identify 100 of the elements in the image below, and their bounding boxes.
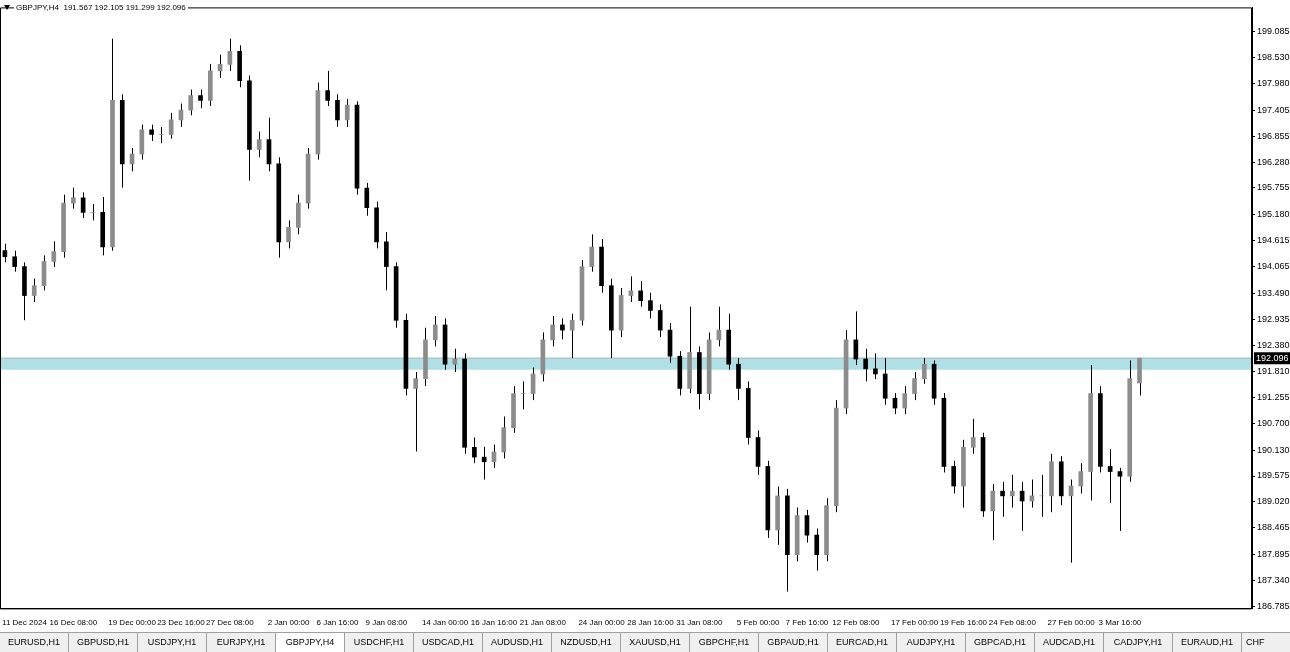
candlestick <box>550 315 555 347</box>
candlestick <box>364 182 370 217</box>
candlestick <box>432 315 438 347</box>
candlestick <box>902 385 908 415</box>
text: GBPCHF,H1 <box>690 633 759 652</box>
candlestick <box>168 112 174 140</box>
candlestick <box>31 278 37 303</box>
candlestick <box>873 352 878 380</box>
candlestick <box>256 131 262 158</box>
y-tick-label: 191.255 <box>1257 392 1290 403</box>
candlestick <box>188 89 194 116</box>
candlestick <box>912 371 917 401</box>
text: CHF <box>1245 636 1266 649</box>
candlestick <box>159 126 164 144</box>
candlestick <box>990 483 996 541</box>
x-tick-label: 31 Jan 08:00 <box>676 618 724 628</box>
text: CADJPY,H1 <box>1104 633 1173 652</box>
y-tick-label: 192.380 <box>1257 339 1290 350</box>
x-tick-label: 16 Jan 16:00 <box>470 618 518 628</box>
y-tick-label: 196.855 <box>1257 130 1290 141</box>
x-tick-label: 12 Feb 08:00 <box>832 618 880 628</box>
candlestick <box>1107 448 1113 504</box>
y-tick-label: 190.700 <box>1257 417 1290 428</box>
candlestick <box>1000 481 1005 518</box>
x-tick-label: 24 Feb 08:00 <box>988 618 1037 628</box>
text: EURCAD,H1 <box>828 633 897 652</box>
candlestick <box>325 70 330 107</box>
candlestick <box>90 203 96 221</box>
candlestick <box>1078 462 1084 495</box>
x-tick-label: 14 Jan 00:00 <box>421 618 469 628</box>
text: AUDJPY,H1 <box>897 633 966 652</box>
text: AUDUSD,H1 <box>483 633 552 652</box>
candlestick <box>638 280 643 308</box>
x-tick-label: 21 Jan 08:00 <box>519 618 567 628</box>
candlestick <box>413 371 419 452</box>
y-tick-label: 195.180 <box>1257 208 1290 219</box>
x-tick-label: 27 Feb 00:00 <box>1047 618 1096 628</box>
y-tick-label: 192.935 <box>1257 313 1290 324</box>
candlestick <box>863 348 868 382</box>
y-tick-label: 194.615 <box>1257 235 1290 246</box>
x-tick-label: 19 Dec 00:00 <box>108 618 157 628</box>
candlestick <box>970 418 976 455</box>
y-tick-label: 193.490 <box>1257 287 1290 298</box>
candlestick <box>335 93 340 128</box>
text: USDCHF,H1 <box>345 633 414 652</box>
text: XAUUSD,H1 <box>621 633 690 652</box>
text: USDCAD,H1 <box>414 633 483 652</box>
y-tick-label: 197.980 <box>1257 78 1290 88</box>
candlestick <box>560 317 565 340</box>
y-tick-label: 189.020 <box>1257 496 1290 507</box>
candlestick <box>648 292 653 319</box>
candlestick <box>814 528 820 572</box>
x-tick-label: 16 Dec 08:00 <box>49 618 98 628</box>
y-tick-label: 194.065 <box>1257 260 1290 271</box>
y-tick-label: 195.755 <box>1257 181 1290 192</box>
ref-line-label: 192.096 <box>1256 352 1289 363</box>
text: NZDUSD,H1 <box>552 633 621 652</box>
text: EURAUD,H1 <box>1173 633 1242 652</box>
text: EURUSD,H1 <box>0 633 69 652</box>
x-tick-label: 6 Jan 16:00 <box>316 618 359 628</box>
candlestick <box>12 250 17 273</box>
x-tick-label: 28 Jan 16:00 <box>627 618 675 628</box>
y-tick-label: 186.785 <box>1257 600 1290 611</box>
candlestick <box>452 348 458 373</box>
candlestick <box>569 313 575 359</box>
y-tick-label: 198.530 <box>1257 52 1290 63</box>
text: USDJPY,H1 <box>138 633 207 652</box>
y-tick-label: 191.810 <box>1257 366 1290 377</box>
candlestick <box>2 243 8 263</box>
y-tick-label: 187.340 <box>1257 574 1290 585</box>
y-tick-label: 187.895 <box>1257 548 1290 559</box>
text: EURJPY,H1 <box>207 633 276 652</box>
y-tick-label: 196.280 <box>1257 157 1290 168</box>
text: GBPJPY,H4 <box>276 633 345 652</box>
x-tick-label: 5 Feb 00:00 <box>736 618 780 628</box>
candlestick <box>1010 474 1015 509</box>
text: AUDCAD,H1 <box>1035 633 1104 652</box>
x-tick-label: 24 Jan 00:00 <box>578 618 626 628</box>
y-tick-label: 199.085 <box>1257 26 1290 37</box>
candlestick <box>286 219 291 249</box>
candlestick <box>657 303 663 338</box>
x-tick-label: 23 Dec 16:00 <box>157 618 206 628</box>
x-tick-label: 9 Jan 08:00 <box>365 618 408 628</box>
x-tick-label: 17 Feb 00:00 <box>890 618 939 628</box>
candlestick <box>589 233 595 273</box>
y-tick-label: 197.405 <box>1257 104 1290 115</box>
candlestick <box>344 98 350 128</box>
candlestick <box>520 380 526 410</box>
candlestick <box>922 357 927 385</box>
chart-title: GBPJPY,H4 191.567 192.105 191.299 192.096 <box>14 3 188 12</box>
y-tick-label: 188.465 <box>1257 522 1290 533</box>
candlestick <box>472 436 477 464</box>
text: GBPCAD,H1 <box>966 633 1035 652</box>
x-tick-label: 3 Mar 16:00 <box>1098 618 1142 628</box>
x-tick-label: 2 Jan 00:00 <box>267 618 310 628</box>
y-tick-label: 190.130 <box>1257 444 1290 455</box>
x-tick-label: 7 Feb 16:00 <box>785 618 829 628</box>
candlestick <box>71 187 76 210</box>
candlestick <box>51 240 57 268</box>
candlestick <box>198 89 203 109</box>
